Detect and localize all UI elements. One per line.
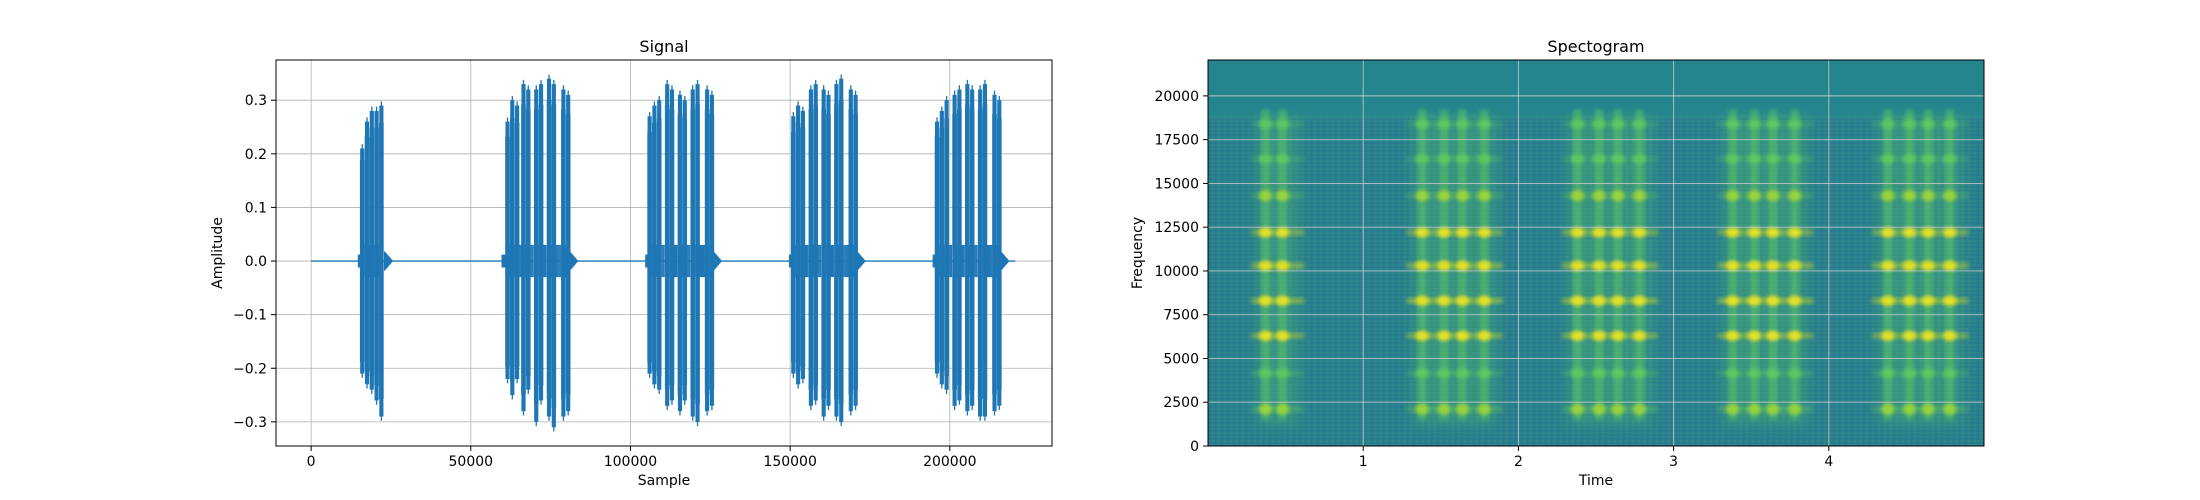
- spectrogram-harmonic-streak: [1406, 229, 1503, 236]
- signal-xtick-label: 200000: [923, 454, 976, 470]
- spectrogram-harmonic-streak: [1872, 155, 1969, 162]
- signal-y-axis-label: Amplitude: [210, 217, 226, 289]
- spectrogram-harmonic-streak: [1717, 120, 1814, 127]
- spectrogram-burst: [1872, 109, 1969, 425]
- spectrogram-harmonic-streak: [1406, 297, 1503, 304]
- spectrogram-ytick-label: 15000: [1154, 176, 1199, 192]
- spectrogram-harmonic-streak: [1872, 120, 1969, 127]
- signal-title: Signal: [639, 37, 688, 56]
- spectrogram-harmonic-streak: [1717, 370, 1814, 377]
- spectrogram-harmonic-streak: [1562, 370, 1658, 377]
- spectrogram-harmonic-streak: [1251, 332, 1305, 339]
- spectrogram-harmonic-streak: [1562, 120, 1658, 127]
- spectrogram-harmonic-streak: [1717, 297, 1814, 304]
- spectrogram-ytick-label: 2500: [1163, 395, 1199, 411]
- spectrogram-harmonic-streak: [1251, 192, 1305, 199]
- signal-burst: [501, 74, 579, 432]
- signal-xtick-label: 0: [307, 454, 316, 470]
- spectrogram-harmonic-streak: [1562, 155, 1658, 162]
- spectrogram-harmonic-streak: [1251, 262, 1305, 269]
- signal-burst: [357, 101, 393, 421]
- spectrogram-upper-band: [1208, 60, 1984, 117]
- signal-ytick-label: −0.3: [233, 415, 267, 431]
- spectrogram-harmonic-streak: [1872, 370, 1969, 377]
- spectrogram-harmonic-streak: [1717, 332, 1814, 339]
- spectrogram-harmonic-streak: [1717, 192, 1814, 199]
- spectrogram-harmonic-streak: [1872, 297, 1969, 304]
- signal-ticks: 0 50000 100000 150000 200000 −0.3 −0.2 −0.1 0.0 0…: [233, 93, 977, 470]
- signal-burst: [645, 79, 722, 427]
- signal-ytick-label: 0.3: [245, 93, 267, 109]
- spectrogram-ytick-label: 17500: [1154, 133, 1199, 149]
- spectrogram-burst: [1562, 109, 1658, 425]
- spectrogram-harmonic-streak: [1717, 262, 1814, 269]
- spectrogram-harmonic-streak: [1562, 262, 1658, 269]
- signal-xtick-label: 100000: [604, 454, 657, 470]
- spectrogram-harmonic-streak: [1251, 155, 1305, 162]
- signal-waveform: [311, 74, 1016, 432]
- spectrogram-title: Spectogram: [1547, 37, 1644, 56]
- signal-ytick-label: 0.0: [245, 254, 267, 270]
- spectrogram-harmonic-streak: [1872, 262, 1969, 269]
- spectrogram-ytick-label: 7500: [1163, 308, 1199, 324]
- spectrogram-harmonic-streak: [1251, 297, 1305, 304]
- spectrogram-harmonic-streak: [1406, 406, 1503, 413]
- spectrogram-chart: 1 2 3 4 0 2500 5000 7500 10000 12500 15000 17500 200…: [1130, 37, 1985, 489]
- signal-ytick-label: 0.2: [245, 147, 267, 163]
- spectrogram-harmonic-streak: [1406, 262, 1503, 269]
- signal-xtick-label: 150000: [763, 454, 816, 470]
- spectrogram-harmonic-streak: [1872, 406, 1969, 413]
- signal-burst: [788, 74, 866, 427]
- spectrogram-harmonic-streak: [1562, 406, 1658, 413]
- signal-chart: 0 50000 100000 150000 200000 −0.3 −0.2 −0.1 0.0 0…: [210, 37, 1053, 489]
- signal-axes-frame: [275, 59, 1053, 447]
- spectrogram-harmonic-streak: [1562, 192, 1658, 199]
- spectrogram-harmonic-streak: [1717, 155, 1814, 162]
- spectrogram-harmonic-streak: [1872, 332, 1969, 339]
- spectrogram-xtick-label: 4: [1824, 454, 1833, 470]
- spectrogram-harmonic-streak: [1406, 155, 1503, 162]
- spectrogram-harmonic-streak: [1251, 229, 1305, 236]
- spectrogram-ytick-label: 12500: [1154, 220, 1199, 236]
- signal-x-axis-label: Sample: [638, 473, 691, 489]
- spectrogram-ytick-label: 0: [1190, 439, 1199, 455]
- spectrogram-harmonic-streak: [1717, 229, 1814, 236]
- signal-ytick-label: −0.2: [233, 361, 267, 377]
- spectrogram-harmonic-streak: [1406, 192, 1503, 199]
- spectrogram-harmonic-streak: [1562, 332, 1658, 339]
- spectrogram-harmonic-streak: [1251, 370, 1305, 377]
- spectrogram-harmonic-streak: [1562, 297, 1658, 304]
- spectrogram-burst: [1717, 109, 1814, 425]
- spectrogram-xtick-label: 2: [1514, 454, 1523, 470]
- spectrogram-burst: [1251, 109, 1305, 425]
- spectrogram-harmonic-streak: [1406, 370, 1503, 377]
- spectrogram-harmonic-streak: [1406, 332, 1503, 339]
- signal-ytick-label: 0.1: [245, 200, 267, 216]
- signal-xtick-label: 50000: [449, 454, 494, 470]
- spectrogram-burst: [1406, 109, 1503, 425]
- spectrogram-xtick-label: 1: [1359, 454, 1368, 470]
- spectrogram-y-axis-label: Frequency: [1130, 217, 1146, 289]
- spectrogram-x-axis-label: Time: [1578, 473, 1613, 489]
- spectrogram-harmonic-streak: [1406, 120, 1503, 127]
- spectrogram-harmonic-streak: [1251, 406, 1305, 413]
- spectrogram-harmonic-streak: [1251, 120, 1305, 127]
- spectrogram-harmonic-streak: [1872, 229, 1969, 236]
- signal-burst: [932, 79, 1010, 421]
- spectrogram-grid: [1208, 60, 1984, 446]
- signal-ytick-label: −0.1: [233, 308, 267, 324]
- spectrogram-harmonic-streak: [1717, 406, 1814, 413]
- spectrogram-harmonic-streak: [1872, 192, 1969, 199]
- spectrogram-ticks: 1 2 3 4 0 2500 5000 7500 10000 12500 15000 17500 200…: [1154, 89, 1833, 470]
- spectrogram-ytick-label: 5000: [1163, 351, 1199, 367]
- spectrogram-axes-frame: [1207, 59, 1985, 447]
- spectrogram-ytick-label: 10000: [1154, 264, 1199, 280]
- spectrogram-harmonic-streak: [1562, 229, 1658, 236]
- spectrogram-xtick-label: 3: [1669, 454, 1678, 470]
- spectrogram-ytick-label: 20000: [1154, 89, 1199, 105]
